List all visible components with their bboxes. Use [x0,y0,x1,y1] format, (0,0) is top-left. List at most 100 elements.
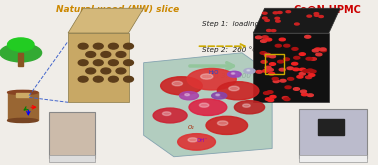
Circle shape [263,92,270,94]
Circle shape [319,16,323,17]
Circle shape [270,63,276,65]
Circle shape [161,77,202,95]
Bar [299,109,367,158]
Text: Step 3:  1000 °C, 6 h, N₂: Step 3: 1000 °C, 6 h, N₂ [202,73,291,79]
Circle shape [256,36,262,39]
Ellipse shape [93,76,103,82]
Circle shape [260,52,266,54]
Circle shape [267,91,273,93]
Circle shape [265,66,271,69]
Circle shape [229,86,239,91]
Text: H₂O: H₂O [208,70,219,75]
Ellipse shape [101,68,111,74]
Circle shape [216,94,220,96]
Bar [16,93,29,97]
Circle shape [267,68,273,71]
Circle shape [185,94,189,96]
Circle shape [265,98,271,100]
Ellipse shape [8,118,38,122]
Circle shape [293,88,299,90]
Circle shape [307,94,313,97]
Bar [49,112,94,158]
Circle shape [294,23,299,25]
Circle shape [272,77,278,80]
Circle shape [277,12,282,14]
Polygon shape [253,8,340,33]
Ellipse shape [86,68,96,74]
Circle shape [276,20,280,22]
Circle shape [266,38,272,41]
Circle shape [180,92,198,100]
Bar [8,92,38,120]
Circle shape [301,90,307,93]
Ellipse shape [124,43,133,49]
Polygon shape [68,8,144,33]
Circle shape [153,108,187,123]
Circle shape [178,134,215,150]
Circle shape [316,53,322,56]
Circle shape [256,70,262,73]
Circle shape [286,11,291,13]
Ellipse shape [124,60,133,66]
Circle shape [261,61,267,63]
Text: O₂: O₂ [187,125,194,130]
Circle shape [275,44,281,47]
Circle shape [234,101,265,114]
Circle shape [201,74,213,79]
Circle shape [187,68,236,90]
Text: OH⁻: OH⁻ [197,138,208,143]
Circle shape [307,70,313,73]
Circle shape [277,60,284,63]
Circle shape [306,57,312,60]
Circle shape [297,75,303,78]
Circle shape [299,72,305,75]
Circle shape [243,104,250,107]
Circle shape [217,121,228,125]
Circle shape [305,35,311,38]
Circle shape [163,112,171,115]
Circle shape [282,97,288,99]
Ellipse shape [101,51,111,57]
Ellipse shape [116,68,126,74]
Text: Step 1:  loading of Co²⁺: Step 1: loading of Co²⁺ [202,20,287,27]
Circle shape [305,76,311,79]
Bar [265,54,284,74]
FancyBboxPatch shape [68,33,129,102]
Ellipse shape [93,43,103,49]
Circle shape [263,70,269,72]
Circle shape [244,68,255,73]
Circle shape [315,48,321,51]
Circle shape [270,96,276,98]
Circle shape [279,38,285,41]
Circle shape [310,58,316,60]
Circle shape [262,36,268,38]
Circle shape [294,56,300,59]
Circle shape [273,12,278,14]
Circle shape [314,13,319,15]
Circle shape [292,48,298,50]
Ellipse shape [93,60,103,66]
Circle shape [188,138,197,142]
Circle shape [284,44,290,47]
Ellipse shape [8,38,34,51]
Circle shape [266,30,271,32]
Circle shape [299,68,305,71]
Polygon shape [144,53,272,157]
Circle shape [217,82,259,100]
Circle shape [312,49,318,52]
Circle shape [212,92,227,99]
Circle shape [299,53,305,55]
Circle shape [262,12,267,14]
FancyBboxPatch shape [253,33,329,102]
Circle shape [271,30,276,32]
Circle shape [321,49,327,52]
Circle shape [275,17,279,19]
Circle shape [303,70,309,72]
Circle shape [280,79,286,82]
Bar [49,155,94,162]
Circle shape [307,69,313,72]
Circle shape [265,19,270,21]
Circle shape [302,93,308,96]
Ellipse shape [124,76,133,82]
Ellipse shape [108,43,118,49]
